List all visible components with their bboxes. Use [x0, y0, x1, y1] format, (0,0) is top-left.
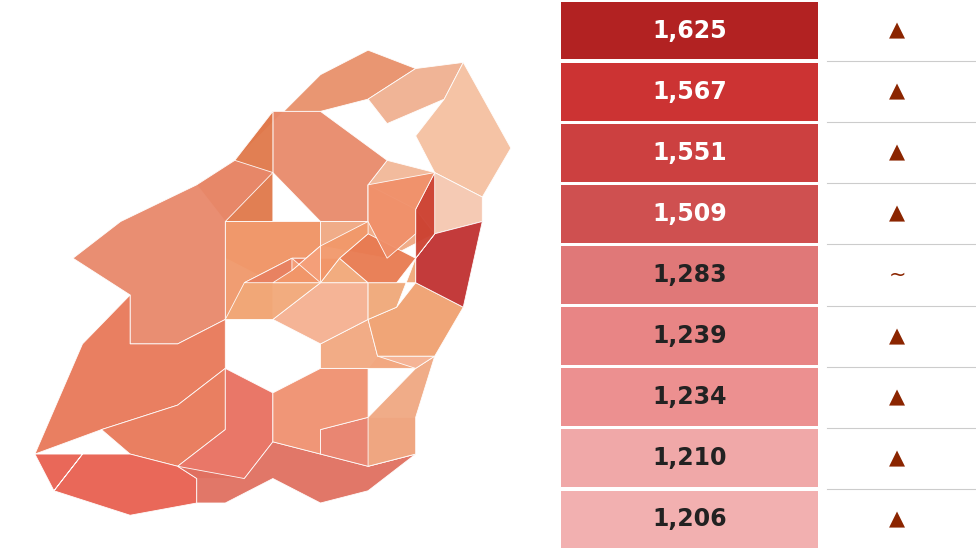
Polygon shape [368, 62, 464, 124]
Bar [561, 491, 818, 548]
Polygon shape [368, 160, 434, 234]
Polygon shape [273, 368, 368, 454]
Polygon shape [225, 222, 320, 283]
Text: ~: ~ [888, 265, 906, 285]
Polygon shape [225, 258, 368, 320]
Polygon shape [416, 173, 434, 258]
Bar [561, 2, 818, 59]
Polygon shape [368, 356, 434, 369]
Text: ▲: ▲ [889, 326, 905, 346]
Polygon shape [320, 417, 416, 466]
Text: ▲: ▲ [889, 143, 905, 163]
Polygon shape [320, 320, 416, 368]
Text: ▲: ▲ [889, 20, 905, 41]
Text: ▲: ▲ [889, 81, 905, 102]
Polygon shape [178, 442, 416, 503]
Bar [561, 430, 818, 487]
Polygon shape [73, 160, 273, 344]
Polygon shape [292, 246, 320, 283]
Text: 1,210: 1,210 [653, 447, 727, 470]
Polygon shape [225, 222, 320, 320]
Polygon shape [244, 258, 340, 283]
Bar [561, 246, 818, 304]
Polygon shape [273, 111, 387, 222]
Text: 1,567: 1,567 [652, 80, 727, 103]
Text: ▲: ▲ [889, 448, 905, 469]
Text: ▲: ▲ [889, 387, 905, 407]
Polygon shape [340, 234, 434, 283]
Polygon shape [320, 185, 434, 258]
Text: ▲: ▲ [889, 509, 905, 530]
Polygon shape [368, 173, 434, 258]
Polygon shape [368, 356, 434, 466]
Bar [561, 185, 818, 243]
Polygon shape [178, 368, 273, 478]
Polygon shape [197, 111, 273, 222]
Polygon shape [416, 222, 482, 307]
Text: 1,283: 1,283 [653, 263, 727, 287]
Text: ▲: ▲ [889, 204, 905, 224]
Text: 1,551: 1,551 [653, 141, 727, 165]
Polygon shape [273, 222, 368, 283]
Text: 1,239: 1,239 [653, 324, 727, 348]
Bar [561, 368, 818, 426]
Polygon shape [235, 50, 416, 160]
Text: 1,625: 1,625 [653, 19, 727, 42]
Polygon shape [35, 430, 197, 515]
Bar [561, 124, 818, 182]
Text: 1,234: 1,234 [653, 385, 727, 409]
Bar [561, 307, 818, 365]
Polygon shape [102, 368, 225, 466]
Polygon shape [368, 283, 464, 356]
Polygon shape [416, 173, 482, 234]
Polygon shape [273, 283, 368, 344]
Text: 1,206: 1,206 [653, 508, 727, 531]
Text: 1,509: 1,509 [652, 202, 727, 226]
Polygon shape [35, 295, 225, 454]
Polygon shape [416, 62, 510, 197]
Bar [561, 63, 818, 120]
Polygon shape [368, 258, 416, 320]
